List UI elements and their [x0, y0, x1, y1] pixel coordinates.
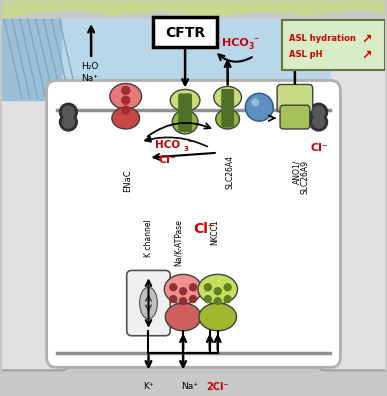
Text: H₂O: H₂O	[81, 62, 99, 70]
Text: ⁻: ⁻	[187, 139, 192, 148]
Circle shape	[252, 98, 259, 106]
Circle shape	[180, 288, 187, 295]
Circle shape	[204, 296, 211, 303]
FancyBboxPatch shape	[127, 270, 170, 336]
Text: K channel: K channel	[144, 219, 153, 257]
FancyBboxPatch shape	[178, 93, 192, 132]
Text: NKCC1: NKCC1	[210, 219, 219, 245]
FancyBboxPatch shape	[153, 17, 217, 47]
Circle shape	[170, 284, 177, 291]
Text: Cl⁻: Cl⁻	[311, 143, 329, 153]
Circle shape	[190, 296, 197, 303]
Circle shape	[224, 296, 231, 303]
Ellipse shape	[165, 303, 201, 331]
Circle shape	[170, 296, 177, 303]
Text: Cl⁻: Cl⁻	[194, 222, 216, 236]
Text: ↗: ↗	[361, 32, 372, 46]
Text: ⁻: ⁻	[253, 36, 259, 46]
Circle shape	[180, 298, 187, 305]
FancyBboxPatch shape	[318, 48, 387, 370]
Circle shape	[60, 103, 77, 121]
Ellipse shape	[112, 107, 140, 129]
Circle shape	[60, 113, 77, 131]
Polygon shape	[2, 2, 385, 19]
Circle shape	[313, 106, 325, 118]
Ellipse shape	[172, 110, 198, 134]
Text: SLC26A9: SLC26A9	[300, 160, 309, 194]
Text: ASL hydration: ASL hydration	[289, 34, 359, 44]
Polygon shape	[2, 19, 62, 100]
Text: Na⁺: Na⁺	[81, 74, 98, 82]
Polygon shape	[57, 19, 330, 100]
FancyBboxPatch shape	[221, 89, 234, 128]
Ellipse shape	[164, 274, 202, 304]
Ellipse shape	[199, 303, 236, 331]
Circle shape	[122, 96, 130, 104]
Circle shape	[214, 298, 221, 305]
Text: ↗: ↗	[361, 48, 372, 61]
Text: Cl⁻: Cl⁻	[158, 155, 176, 165]
Circle shape	[62, 116, 74, 128]
Text: Na/K-ATPase: Na/K-ATPase	[174, 219, 183, 266]
Text: SLC26A4: SLC26A4	[225, 155, 234, 189]
Text: ENaC: ENaC	[123, 169, 132, 192]
Text: Na⁺: Na⁺	[182, 382, 199, 391]
FancyBboxPatch shape	[0, 48, 69, 370]
FancyBboxPatch shape	[46, 80, 341, 367]
Circle shape	[224, 284, 231, 291]
Circle shape	[310, 103, 327, 121]
Circle shape	[122, 86, 130, 94]
Circle shape	[310, 113, 327, 131]
Ellipse shape	[170, 89, 200, 111]
Circle shape	[214, 288, 221, 295]
Circle shape	[62, 106, 74, 118]
FancyBboxPatch shape	[280, 105, 310, 129]
Text: 3: 3	[248, 42, 253, 51]
Circle shape	[190, 284, 197, 291]
Text: K⁺: K⁺	[143, 382, 154, 391]
Circle shape	[204, 284, 211, 291]
Text: ASL pH: ASL pH	[289, 50, 325, 59]
Text: HCO: HCO	[222, 38, 248, 48]
Text: 2Cl⁻: 2Cl⁻	[206, 382, 229, 392]
Ellipse shape	[110, 84, 142, 109]
Text: CFTR: CFTR	[165, 26, 205, 40]
Circle shape	[245, 93, 273, 121]
Ellipse shape	[214, 86, 241, 108]
Circle shape	[122, 106, 130, 114]
Ellipse shape	[198, 274, 238, 304]
FancyBboxPatch shape	[282, 20, 385, 70]
Ellipse shape	[140, 287, 158, 319]
Text: 3: 3	[183, 146, 188, 152]
Circle shape	[313, 116, 325, 128]
Text: HCO: HCO	[156, 140, 181, 150]
Ellipse shape	[216, 109, 240, 129]
Text: ANO1/: ANO1/	[292, 160, 301, 184]
FancyBboxPatch shape	[277, 84, 313, 112]
